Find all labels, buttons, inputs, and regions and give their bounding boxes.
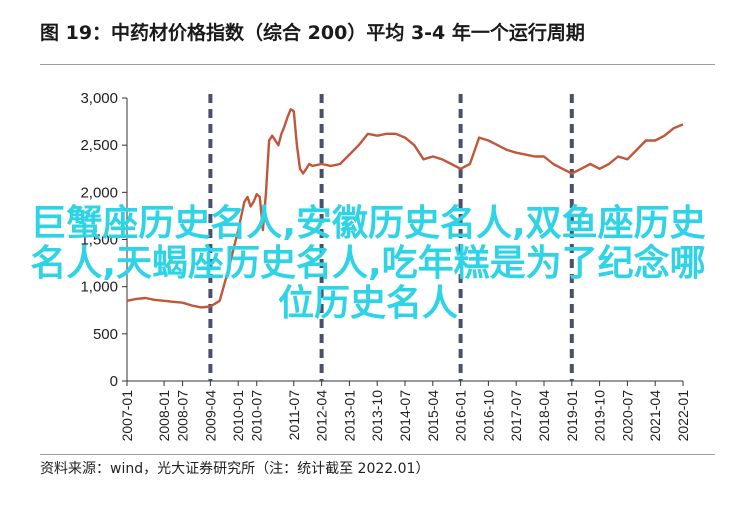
price-index-series-line xyxy=(126,108,684,309)
x-tick-label: 2013-10 xyxy=(369,390,385,442)
x-tick-label: 2011-07 xyxy=(286,390,302,441)
y-tick-label: 1,000 xyxy=(80,279,118,296)
x-tick-label: 2021-04 xyxy=(647,390,663,442)
x-tick-label: 2020-07 xyxy=(619,390,635,442)
x-tick-label: 2010-07 xyxy=(249,390,265,442)
x-tick-label: 2015-04 xyxy=(425,390,441,442)
x-tick-label: 2013-01 xyxy=(341,390,357,442)
page-title: 图 19：中药材价格指数（综合 200）平均 3-4 年一个运行周期 xyxy=(40,22,585,44)
x-tick-label: 2009-04 xyxy=(202,390,218,442)
x-tick-label: 2017-07 xyxy=(508,390,524,442)
x-tick-label: 2022-01 xyxy=(675,390,691,442)
x-tick-label: 2008-07 xyxy=(175,390,191,442)
overlay-watermark-text: 巨蟹座历史名人,安徽历史名人,双鱼座历史名人,天蝎座历史名人,吃年糕是为了纪念哪… xyxy=(30,203,706,324)
y-tick-label: 2,500 xyxy=(80,137,118,154)
y-tick-label: 1,500 xyxy=(80,232,118,249)
y-tick-label: 500 xyxy=(93,326,118,343)
x-tick-label: 2016-01 xyxy=(453,390,469,442)
y-tick-label: 0 xyxy=(110,373,118,390)
x-tick-label: 2010-01 xyxy=(230,390,246,442)
x-tick-label: 2014-07 xyxy=(397,390,413,442)
x-tick-label: 2016-10 xyxy=(480,390,496,442)
y-tick-label: 3,000 xyxy=(80,90,118,107)
x-tick-label: 2008-01 xyxy=(156,390,172,442)
y-tick-label: 2,000 xyxy=(80,184,118,201)
x-tick-label: 2019-01 xyxy=(564,390,580,442)
title-divider xyxy=(40,64,715,65)
source-divider xyxy=(40,454,715,455)
x-tick-label: 2019-10 xyxy=(592,390,608,442)
x-tick-label: 2012-04 xyxy=(314,390,330,442)
x-tick-label: 2007-01 xyxy=(119,390,135,442)
x-tick-label: 2018-04 xyxy=(536,390,552,442)
source-note: 资料来源：wind，光大证券研究所（注：统计截至 2022.01） xyxy=(40,461,430,477)
